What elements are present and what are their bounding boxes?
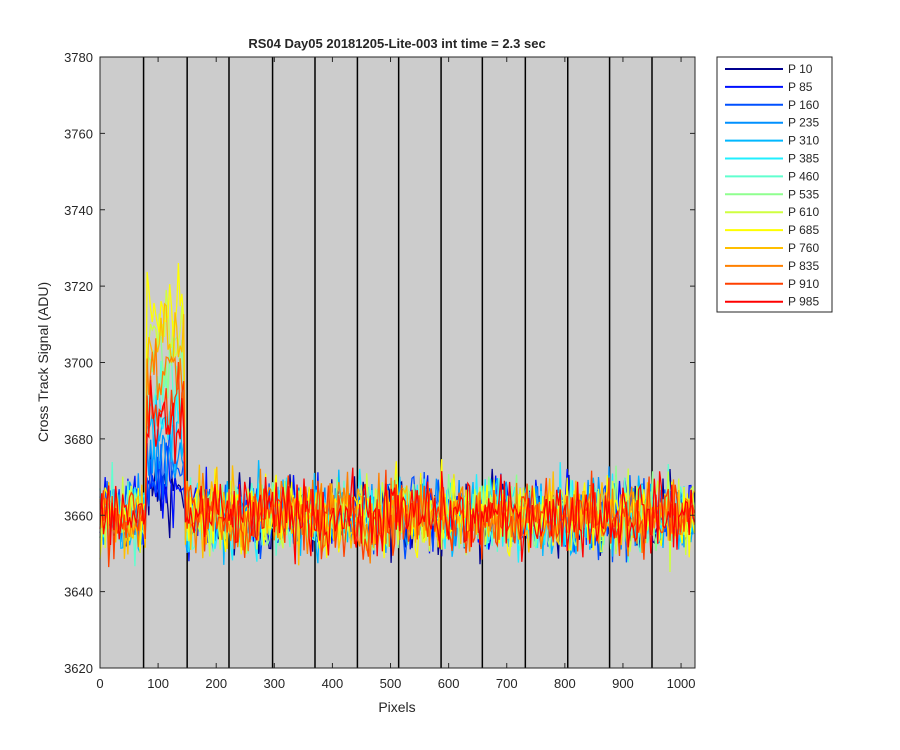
series-line-p985 — [99, 380, 696, 565]
legend-label-p160: P 160 — [788, 98, 819, 112]
chart-title: RS04 Day05 20181205-Lite-003 int time = … — [248, 36, 545, 51]
y-tick-label: 3640 — [64, 585, 93, 600]
x-tick-label: 100 — [147, 676, 169, 691]
legend-label-p985: P 985 — [788, 295, 819, 309]
y-tick-label: 3620 — [64, 661, 93, 676]
x-tick-label: 800 — [554, 676, 576, 691]
y-axis-label: Cross Track Signal (ADU) — [35, 282, 51, 442]
legend-label-p460: P 460 — [788, 169, 819, 183]
x-axis-ticks: 0 100 200 300 400 500 600 700 800 900 1000 — [96, 57, 696, 691]
x-tick-label: 300 — [263, 676, 285, 691]
legend-label-p85: P 85 — [788, 80, 813, 94]
series-lines — [99, 262, 696, 573]
y-tick-label: 3660 — [64, 508, 93, 523]
legend-label-p10: P 10 — [788, 62, 813, 76]
x-tick-label: 400 — [322, 676, 344, 691]
y-tick-label: 3760 — [64, 126, 93, 141]
plot-area — [100, 57, 695, 668]
x-tick-label: 200 — [205, 676, 227, 691]
legend-label-p535: P 535 — [788, 187, 819, 201]
x-tick-label: 0 — [96, 676, 103, 691]
y-tick-label: 3680 — [64, 432, 93, 447]
legend-label-p835: P 835 — [788, 259, 819, 273]
legend-label-p385: P 385 — [788, 152, 819, 166]
x-tick-label: 500 — [380, 676, 402, 691]
x-tick-label: 1000 — [667, 676, 696, 691]
x-axis-label: Pixels — [378, 699, 415, 715]
legend-box — [716, 56, 833, 313]
vertical-divider-lines — [142, 57, 653, 668]
legend-label-p685: P 685 — [788, 223, 819, 237]
y-tick-label: 3700 — [64, 356, 93, 371]
x-tick-label: 700 — [496, 676, 518, 691]
legend-label-p610: P 610 — [788, 205, 819, 219]
y-tick-label: 3740 — [64, 203, 93, 218]
y-tick-label: 3780 — [64, 50, 93, 65]
legend: P 10 P 85 P 160 P 235 P 310 P 385 P 460 P 535 P … — [716, 56, 833, 313]
legend-label-p235: P 235 — [788, 116, 819, 130]
y-axis-ticks: 3620 3640 3660 3680 3700 3720 3740 3760 3780 — [64, 50, 695, 676]
y-tick-label: 3720 — [64, 279, 93, 294]
legend-label-p910: P 910 — [788, 277, 819, 291]
x-tick-label: 600 — [438, 676, 460, 691]
legend-label-p310: P 310 — [788, 134, 819, 148]
x-tick-label: 900 — [612, 676, 634, 691]
legend-label-p760: P 760 — [788, 241, 819, 255]
